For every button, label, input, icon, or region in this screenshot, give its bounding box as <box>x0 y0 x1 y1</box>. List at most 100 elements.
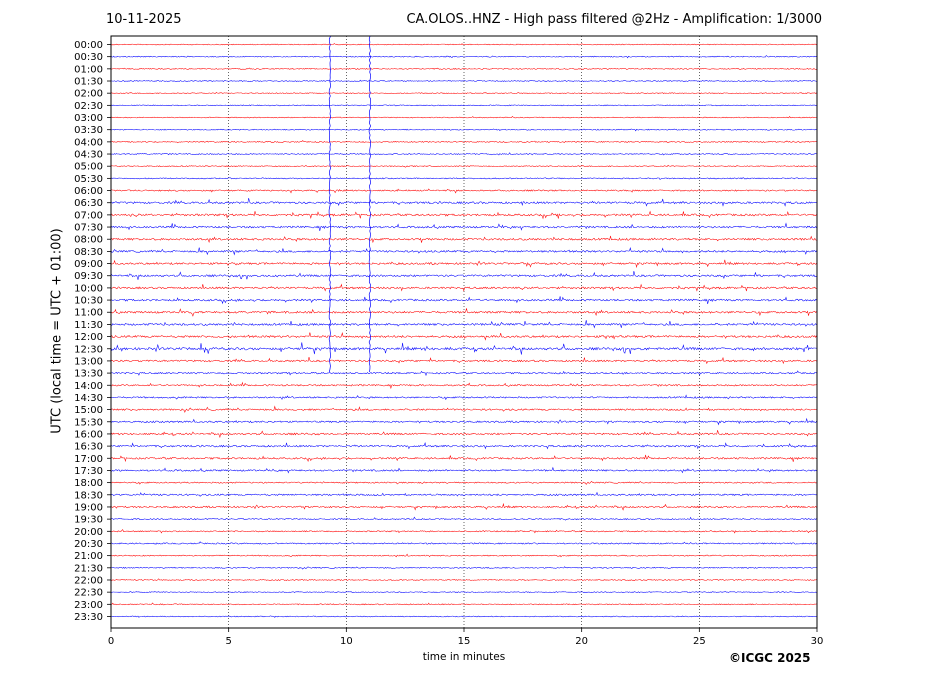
plot-frame <box>110 35 818 629</box>
trace-row <box>110 342 817 355</box>
x-tick-label: 15 <box>458 636 471 647</box>
x-tick-label: 20 <box>575 636 588 647</box>
trace-row <box>110 152 817 156</box>
trace-row <box>110 43 817 46</box>
y-tick-label: 11:00 <box>74 308 103 319</box>
trace-row <box>110 140 817 144</box>
y-tick-label: 07:30 <box>74 223 103 234</box>
trace-row <box>110 247 817 256</box>
y-tick-label: 04:30 <box>74 150 103 161</box>
y-tick-label: 01:00 <box>74 64 103 75</box>
trace-row <box>110 466 817 474</box>
trace-row <box>110 405 817 413</box>
spike-trace <box>328 35 332 373</box>
trace-row <box>110 259 817 269</box>
trace-row <box>110 541 817 545</box>
trace-row <box>110 210 817 220</box>
y-tick-label: 12:30 <box>74 344 103 355</box>
y-tick-label: 03:00 <box>74 113 103 124</box>
trace-row <box>110 566 817 570</box>
y-tick-label: 08:00 <box>74 235 103 246</box>
y-tick-label: 18:30 <box>74 490 103 501</box>
y-tick-label: 22:00 <box>74 575 103 586</box>
x-tick-label: 10 <box>340 636 353 647</box>
trace-row <box>110 320 817 329</box>
trace-row <box>110 442 817 450</box>
trace-row <box>110 602 817 606</box>
spike-trace <box>368 35 372 373</box>
trace-row <box>110 331 817 341</box>
trace-row <box>110 235 817 244</box>
y-tick-label: 00:30 <box>74 52 103 63</box>
x-tick-label: 25 <box>693 636 706 647</box>
y-tick-label: 14:00 <box>74 381 103 392</box>
y-tick-label: 20:00 <box>74 527 103 538</box>
gridlines <box>228 36 700 628</box>
y-tick-label: 09:30 <box>74 271 103 282</box>
trace-row <box>110 394 817 401</box>
y-tick-label: 10:00 <box>74 283 103 294</box>
trace-row <box>110 502 817 511</box>
y-tick-label: 11:30 <box>74 320 103 331</box>
x-axis-ticks: 0 5 10 15 20 25 30 <box>108 628 824 647</box>
y-tick-label: 06:30 <box>74 198 103 209</box>
trace-row <box>110 92 817 94</box>
trace-row <box>110 115 817 119</box>
trace-row <box>110 491 817 497</box>
y-tick-label: 15:00 <box>74 405 103 416</box>
y-tick-label: 16:30 <box>74 442 103 453</box>
y-tick-label: 04:00 <box>74 137 103 148</box>
x-axis-label: time in minutes <box>422 651 506 663</box>
y-tick-label: 14:30 <box>74 393 103 404</box>
y-tick-label: 02:00 <box>74 89 103 100</box>
y-tick-label: 23:00 <box>74 600 103 611</box>
trace-row <box>110 222 817 232</box>
trace-rows <box>110 43 817 618</box>
trace-row <box>110 529 817 534</box>
y-tick-label: 13:00 <box>74 356 103 367</box>
trace-row <box>110 370 817 377</box>
trace-row <box>110 283 817 292</box>
y-tick-label: 19:00 <box>74 502 103 513</box>
trace-row <box>110 553 817 558</box>
y-tick-label: 21:30 <box>74 563 103 574</box>
y-tick-label: 20:30 <box>74 539 103 550</box>
x-tick-label: 30 <box>811 636 824 647</box>
x-tick-label: 0 <box>108 636 114 647</box>
y-tick-label: 01:30 <box>74 77 103 88</box>
copyright-label: ©ICGC 2025 <box>729 651 811 665</box>
trace-row <box>110 430 817 439</box>
y-tick-label: 03:30 <box>74 125 103 136</box>
trace-row <box>110 417 817 426</box>
y-tick-label: 02:30 <box>74 101 103 112</box>
y-tick-label: 17:00 <box>74 454 103 465</box>
trace-row <box>110 197 817 207</box>
y-tick-label: 08:30 <box>74 247 103 258</box>
spike-traces <box>328 35 372 373</box>
y-tick-label: 06:00 <box>74 186 103 197</box>
y-tick-label: 17:30 <box>74 466 103 477</box>
y-tick-label: 19:30 <box>74 515 103 526</box>
trace-row <box>110 615 817 618</box>
trace-row <box>110 454 817 463</box>
trace-row <box>110 381 817 390</box>
trace-row <box>110 104 817 107</box>
y-tick-label: 21:00 <box>74 551 103 562</box>
y-tick-label: 09:00 <box>74 259 103 270</box>
trace-row <box>110 356 817 365</box>
y-tick-label: 22:30 <box>74 588 103 599</box>
y-tick-label: 16:00 <box>74 429 103 440</box>
trace-row <box>110 188 817 194</box>
x-tick-label: 5 <box>225 636 231 647</box>
trace-row <box>110 308 817 317</box>
trace-row <box>110 591 817 593</box>
trace-row <box>110 128 817 132</box>
chart-title: CA.OLOS..HNZ - High pass filtered @2Hz -… <box>406 12 822 27</box>
trace-row <box>110 578 817 581</box>
trace-row <box>110 164 817 168</box>
trace-row <box>110 177 817 180</box>
trace-row <box>110 516 817 521</box>
y-tick-label: 18:00 <box>74 478 103 489</box>
